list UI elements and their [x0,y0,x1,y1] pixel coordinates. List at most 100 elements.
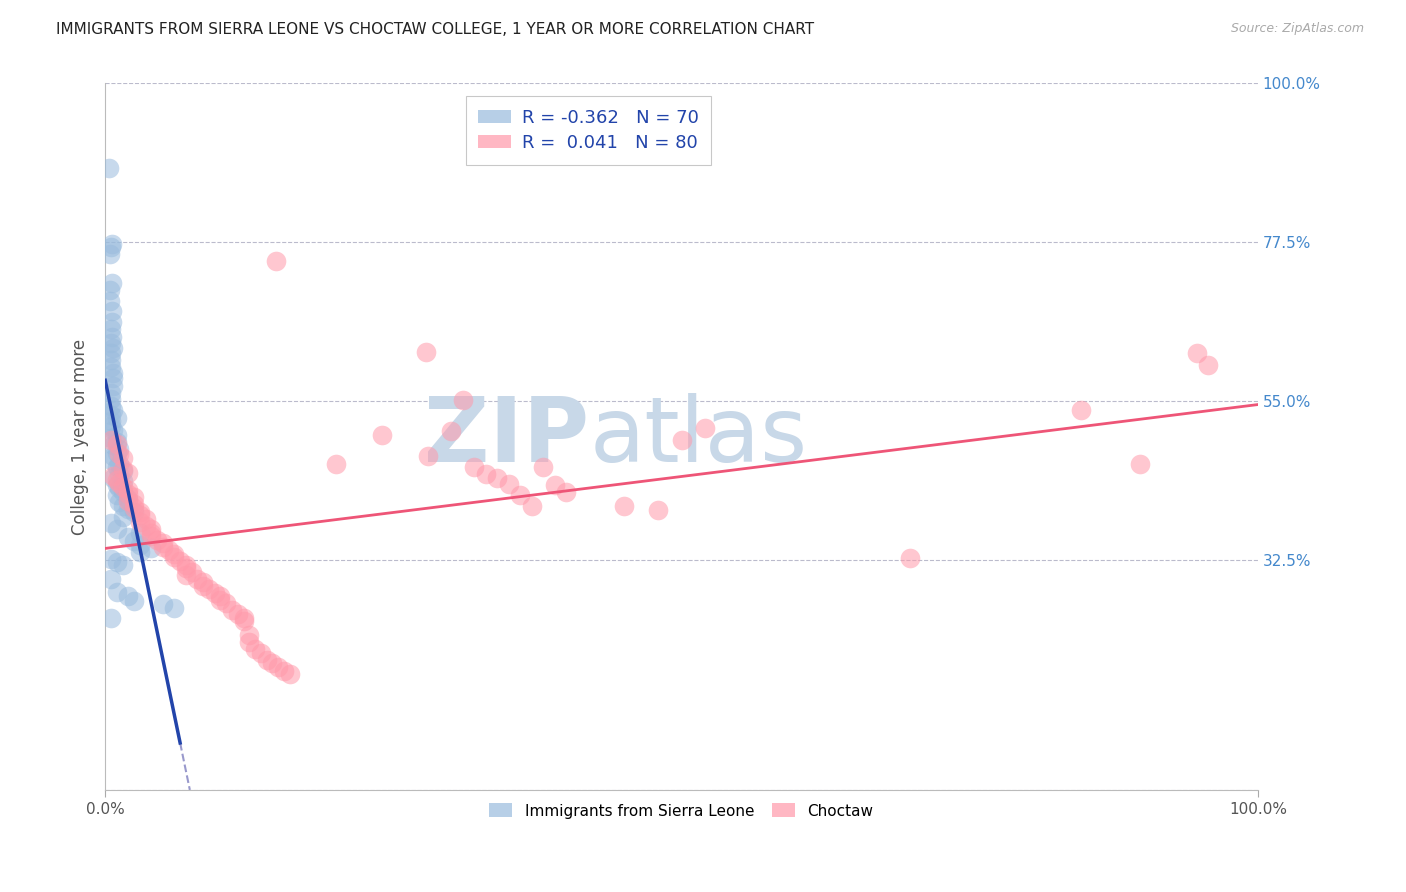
Point [122,498,145,512]
Point [267,660,290,674]
Point [238,635,260,649]
Point [531,460,554,475]
Point [103,379,125,393]
Point [174,558,197,572]
Point [163,550,186,565]
Point [371,428,394,442]
Point [105,522,128,536]
Point [100,573,122,587]
Point [111,484,134,499]
Point [100,516,122,530]
Point [647,503,669,517]
Point [555,484,578,499]
Point [101,276,124,290]
Point [98,284,121,298]
Point [204,586,226,600]
Point [108,481,131,495]
Point [105,434,128,449]
Point [325,457,347,471]
Point [103,342,125,356]
Point [180,565,202,579]
Point [122,593,145,607]
Point [128,545,150,559]
Point [1197,358,1219,372]
Point [152,540,174,554]
Point [105,585,128,599]
Point [209,590,232,604]
Point [105,460,128,475]
Point [101,330,124,344]
Point [498,477,520,491]
Point [100,336,122,351]
Point [122,501,145,516]
Point [100,414,122,428]
Point [103,402,125,417]
Point [117,530,139,544]
Point [117,483,139,498]
Point [101,314,124,328]
Legend: Immigrants from Sierra Leone, Choctaw: Immigrants from Sierra Leone, Choctaw [484,797,880,825]
Point [193,579,215,593]
Text: Source: ZipAtlas.com: Source: ZipAtlas.com [1230,22,1364,36]
Point [111,509,134,524]
Point [174,561,197,575]
Point [141,525,163,540]
Point [108,467,131,482]
Point [174,568,197,582]
Point [100,346,122,360]
Point [117,590,139,604]
Point [613,499,636,513]
Point [108,495,131,509]
Point [209,592,232,607]
Point [97,161,120,176]
Point [100,408,122,422]
Point [509,488,531,502]
Point [111,462,134,476]
Point [105,556,128,570]
Point [1070,402,1092,417]
Point [100,385,122,400]
Point [135,518,157,533]
Point [693,421,716,435]
Point [215,596,238,610]
Point [105,477,128,491]
Point [186,572,208,586]
Point [100,419,122,434]
Point [98,293,121,308]
Point [105,436,128,450]
Point [278,667,301,681]
Point [141,522,163,536]
Point [111,558,134,573]
Point [103,469,125,483]
Point [486,470,509,484]
Point [1129,457,1152,471]
Point [108,476,131,491]
Point [105,410,128,425]
Point [100,399,122,413]
Point [273,664,295,678]
Point [152,597,174,611]
Point [898,551,921,566]
Point [264,254,287,268]
Point [100,360,122,375]
Point [163,600,186,615]
Point [117,466,139,480]
Point [122,505,145,519]
Point [163,547,186,561]
Y-axis label: College, 1 year or more: College, 1 year or more [72,339,89,534]
Point [544,477,567,491]
Point [117,487,139,501]
Point [100,322,122,336]
Point [1185,346,1208,360]
Point [256,653,278,667]
Point [226,607,249,621]
Point [520,499,543,513]
Point [416,450,439,464]
Point [101,304,124,318]
Point [100,611,122,625]
Point [198,582,221,597]
Point [128,504,150,518]
Point [108,442,131,457]
Point [262,657,284,671]
Text: ZIP: ZIP [425,392,589,481]
